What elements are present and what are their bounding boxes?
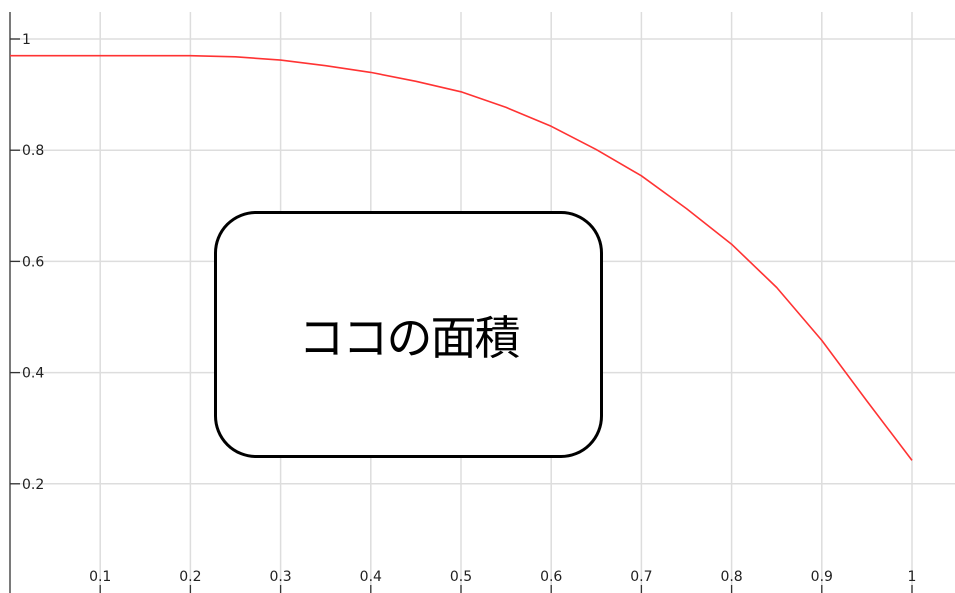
y-tick-label: 0.6 xyxy=(22,254,44,270)
x-tick-label: 0.1 xyxy=(89,569,111,585)
x-tick-label: 0.4 xyxy=(360,569,382,585)
annotation-text: ココの面積 xyxy=(298,310,521,365)
y-tick-label: 0.2 xyxy=(22,477,44,493)
tick-marks xyxy=(10,38,913,593)
series-line xyxy=(10,54,913,461)
x-tick-label: 0.6 xyxy=(540,569,562,585)
y-tick-label: 0.4 xyxy=(22,366,44,382)
x-tick-label: 0.9 xyxy=(811,569,833,585)
x-tick-label: 0.3 xyxy=(269,569,291,585)
annotation-callout: ココの面積 xyxy=(214,211,603,458)
x-tick-label: 0.2 xyxy=(179,569,201,585)
x-tick-label: 0.7 xyxy=(630,569,652,585)
x-tick-label: 0.8 xyxy=(720,569,742,585)
x-tick-label: 0.5 xyxy=(450,569,472,585)
tick-labels: 0.1 0.2 0.3 0.4 0.5 0.6 0.7 0.8 0.9 1 0.2 0.4 0.6 0.8… xyxy=(22,32,916,585)
y-tick-label: 1 xyxy=(22,32,31,48)
y-tick-label: 0.8 xyxy=(22,143,44,159)
series-group xyxy=(10,54,913,461)
x-tick-label: 1 xyxy=(908,569,917,585)
